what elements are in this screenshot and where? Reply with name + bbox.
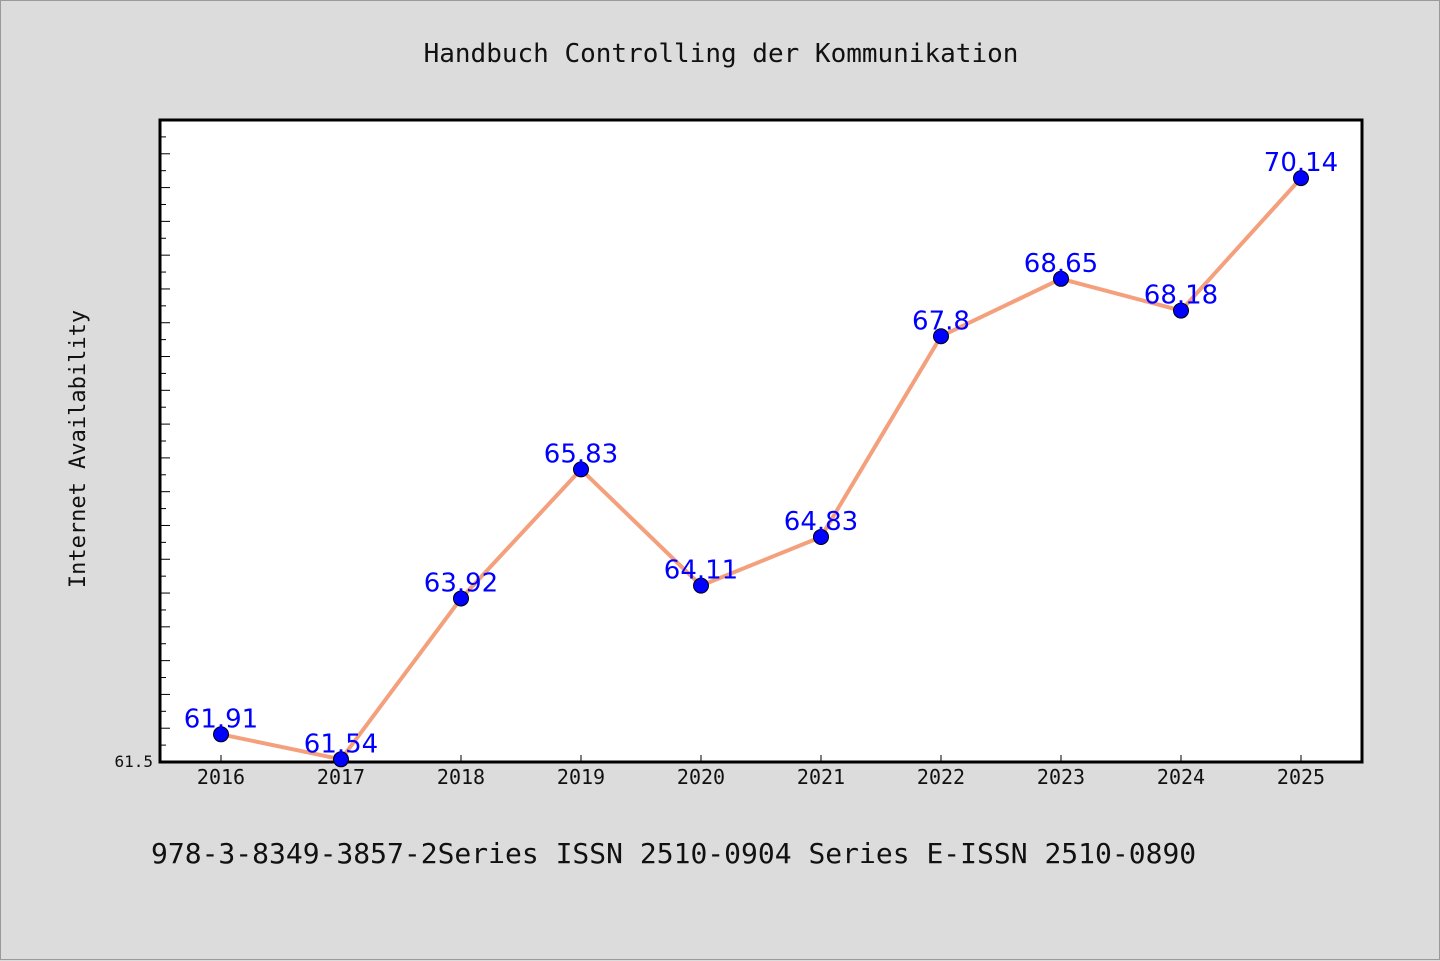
data-point xyxy=(1293,170,1309,187)
x-tick-label: 2020 xyxy=(677,765,725,789)
data-point xyxy=(333,751,349,768)
data-label: 64.83 xyxy=(784,507,858,537)
x-tick-label: 2017 xyxy=(317,765,365,789)
y-axis-label: Internet Availability xyxy=(66,310,91,588)
data-point xyxy=(693,577,709,594)
series-layer: 61.91 61.54 63.92 65.83 64.11 64.83 67.8 68.65 6… xyxy=(184,148,1338,768)
data-point xyxy=(213,726,229,743)
footer-text: 978-3-8349-3857-2Series ISSN 2510-0904 S… xyxy=(151,837,1196,870)
data-label: 64.11 xyxy=(664,556,738,586)
data-point xyxy=(573,461,589,478)
data-point xyxy=(813,528,829,545)
x-tick-label: 2021 xyxy=(797,765,845,789)
chart-title: Handbuch Controlling der Kommunikation xyxy=(424,39,1019,69)
x-tick-label: 2023 xyxy=(1037,765,1085,789)
data-label: 68.18 xyxy=(1144,281,1218,311)
data-label: 68.65 xyxy=(1024,249,1098,279)
x-tick-label: 2025 xyxy=(1277,765,1325,789)
data-label: 63.92 xyxy=(424,568,498,598)
y-axis-ticks xyxy=(160,136,170,746)
data-point xyxy=(1053,270,1069,287)
y-tick-label: 61.5 xyxy=(114,752,153,771)
data-point xyxy=(1173,302,1189,319)
data-point xyxy=(933,328,949,345)
data-label: 61.91 xyxy=(184,704,258,734)
x-tick-label: 2018 xyxy=(437,765,485,789)
data-label: 67.8 xyxy=(912,306,970,336)
x-tick-label: 2019 xyxy=(557,765,605,789)
data-label: 65.83 xyxy=(544,439,618,469)
x-axis-ticks: 2016 2017 2018 2019 2020 2021 2022 2023 2024 2025 xyxy=(197,755,1325,789)
x-tick-label: 2024 xyxy=(1157,765,1205,789)
data-point xyxy=(453,590,469,607)
data-label: 61.54 xyxy=(304,729,378,759)
x-tick-label: 2016 xyxy=(197,765,245,789)
plot-area xyxy=(158,118,1364,764)
x-tick-label: 2022 xyxy=(917,765,965,789)
data-label: 70.14 xyxy=(1264,148,1338,178)
series-line xyxy=(220,176,1303,762)
